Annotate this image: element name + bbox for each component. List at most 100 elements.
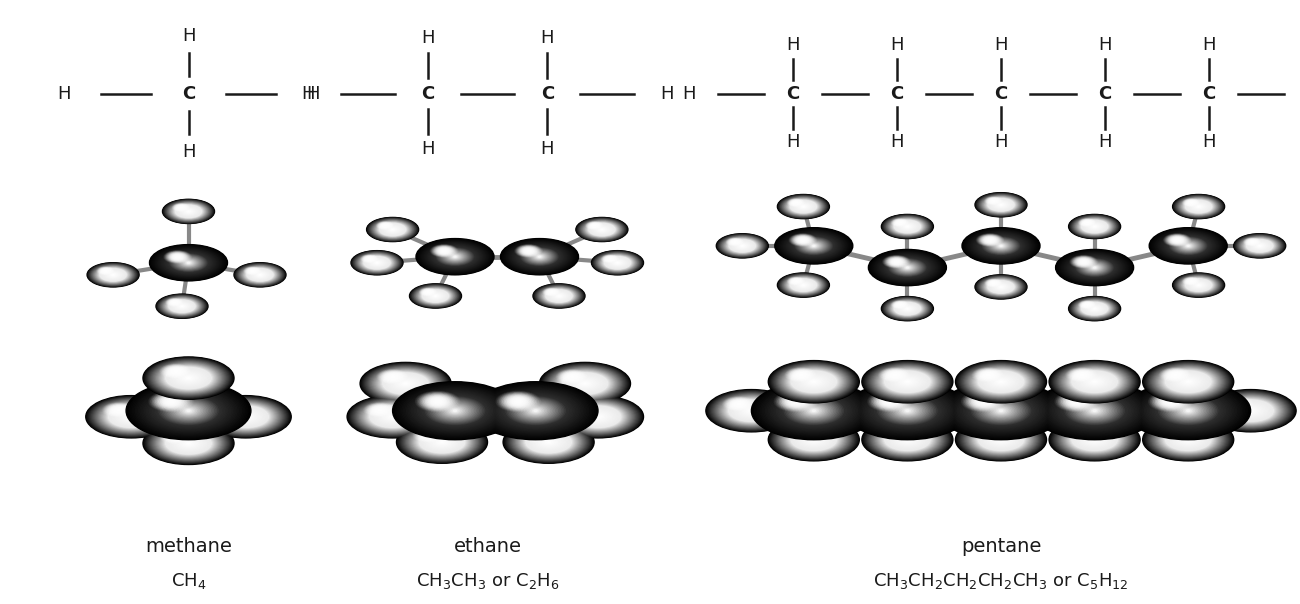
Circle shape: [1087, 378, 1102, 385]
Circle shape: [884, 256, 909, 268]
Circle shape: [987, 433, 1015, 446]
Circle shape: [422, 290, 447, 301]
Circle shape: [173, 435, 178, 438]
Circle shape: [170, 301, 192, 312]
Circle shape: [894, 261, 898, 263]
Circle shape: [979, 236, 1023, 256]
Circle shape: [736, 403, 741, 405]
Circle shape: [593, 225, 595, 226]
Circle shape: [422, 396, 488, 426]
Circle shape: [614, 261, 621, 265]
Circle shape: [902, 224, 913, 229]
Circle shape: [1156, 425, 1221, 455]
Circle shape: [894, 405, 920, 417]
Circle shape: [555, 370, 615, 397]
Circle shape: [244, 268, 276, 282]
Circle shape: [98, 268, 127, 282]
Circle shape: [991, 281, 1011, 292]
Circle shape: [1075, 431, 1114, 449]
Circle shape: [992, 201, 1010, 209]
Circle shape: [98, 401, 165, 432]
Circle shape: [1152, 394, 1225, 428]
Circle shape: [514, 400, 558, 421]
Circle shape: [881, 428, 933, 452]
Circle shape: [975, 370, 1027, 394]
Circle shape: [156, 396, 221, 426]
Circle shape: [803, 241, 824, 251]
Circle shape: [582, 220, 621, 238]
Circle shape: [1147, 362, 1230, 401]
Circle shape: [797, 431, 806, 435]
Circle shape: [794, 202, 797, 204]
Circle shape: [993, 284, 1009, 291]
Circle shape: [885, 371, 930, 392]
Circle shape: [224, 406, 242, 414]
Circle shape: [1087, 407, 1102, 414]
Circle shape: [1175, 434, 1201, 446]
Circle shape: [1179, 435, 1197, 444]
Circle shape: [1188, 280, 1208, 289]
Circle shape: [1222, 397, 1279, 424]
Circle shape: [216, 403, 276, 431]
Circle shape: [788, 427, 814, 439]
Circle shape: [250, 270, 270, 280]
Circle shape: [547, 291, 555, 294]
Circle shape: [1132, 385, 1244, 437]
Circle shape: [1165, 399, 1176, 405]
Circle shape: [1152, 423, 1225, 457]
Circle shape: [988, 281, 998, 286]
Circle shape: [1164, 399, 1213, 422]
Circle shape: [187, 262, 190, 263]
Circle shape: [812, 245, 815, 246]
Circle shape: [1244, 238, 1261, 246]
Circle shape: [905, 225, 910, 228]
Circle shape: [601, 255, 634, 271]
Circle shape: [1050, 419, 1139, 460]
Circle shape: [147, 359, 230, 397]
Circle shape: [356, 400, 429, 434]
Circle shape: [380, 223, 390, 228]
Circle shape: [1183, 199, 1214, 214]
Circle shape: [512, 400, 559, 422]
Circle shape: [434, 246, 454, 255]
Circle shape: [732, 240, 738, 243]
Circle shape: [99, 268, 112, 274]
Circle shape: [224, 406, 268, 427]
Circle shape: [181, 407, 196, 414]
Circle shape: [992, 435, 1010, 444]
Circle shape: [105, 272, 120, 278]
Circle shape: [1228, 400, 1247, 408]
Circle shape: [766, 388, 862, 433]
Circle shape: [1079, 219, 1110, 234]
Circle shape: [1166, 371, 1210, 392]
Circle shape: [783, 367, 845, 396]
Circle shape: [954, 389, 1048, 432]
Circle shape: [1158, 233, 1217, 260]
Circle shape: [374, 261, 380, 265]
Circle shape: [790, 235, 837, 257]
Circle shape: [234, 263, 286, 287]
Circle shape: [1249, 240, 1256, 243]
Circle shape: [530, 432, 542, 438]
Circle shape: [359, 254, 395, 271]
Circle shape: [1140, 388, 1236, 433]
Circle shape: [779, 195, 828, 218]
Circle shape: [536, 285, 582, 307]
Circle shape: [592, 414, 604, 420]
Circle shape: [155, 395, 222, 426]
Circle shape: [380, 411, 406, 423]
Circle shape: [432, 294, 439, 298]
Circle shape: [111, 274, 114, 276]
Circle shape: [160, 396, 182, 406]
Circle shape: [1165, 400, 1212, 422]
Circle shape: [1173, 431, 1179, 434]
Text: C: C: [891, 85, 904, 103]
Circle shape: [988, 280, 1000, 286]
Circle shape: [377, 222, 394, 230]
Circle shape: [166, 201, 211, 222]
Circle shape: [373, 368, 438, 399]
Circle shape: [368, 258, 372, 260]
Circle shape: [573, 405, 623, 428]
Circle shape: [170, 203, 205, 220]
Circle shape: [1184, 200, 1213, 213]
